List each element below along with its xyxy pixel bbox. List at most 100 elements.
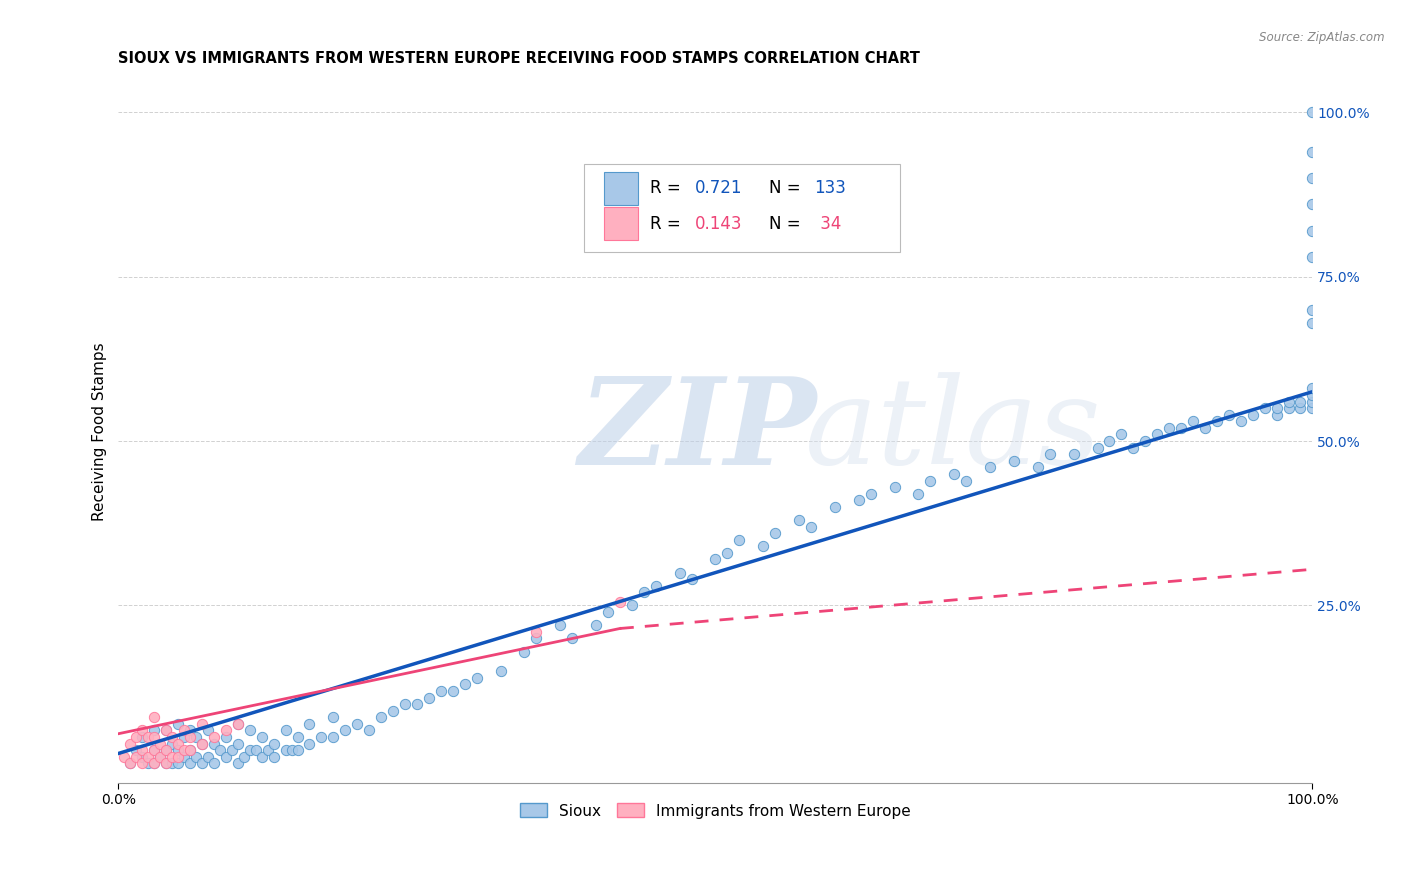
Point bbox=[131, 723, 153, 738]
Point bbox=[155, 756, 177, 771]
Point bbox=[620, 599, 643, 613]
Point bbox=[155, 743, 177, 757]
Point bbox=[335, 723, 357, 738]
Point bbox=[155, 723, 177, 738]
Point bbox=[907, 486, 929, 500]
Point bbox=[136, 730, 159, 744]
Point bbox=[160, 737, 183, 751]
Point bbox=[1253, 401, 1275, 416]
Point bbox=[1241, 408, 1264, 422]
Point bbox=[465, 671, 488, 685]
Point bbox=[1301, 381, 1323, 395]
Point bbox=[131, 730, 153, 744]
Point bbox=[280, 743, 302, 757]
Point bbox=[406, 697, 429, 711]
Point bbox=[263, 749, 285, 764]
Point bbox=[1218, 408, 1240, 422]
Point bbox=[191, 756, 214, 771]
Point bbox=[226, 737, 249, 751]
Point bbox=[120, 737, 142, 751]
Point bbox=[596, 605, 619, 619]
Point bbox=[215, 723, 238, 738]
Point bbox=[112, 749, 135, 764]
Point bbox=[441, 684, 464, 698]
Point bbox=[955, 474, 977, 488]
Point bbox=[1098, 434, 1121, 448]
Point bbox=[173, 743, 195, 757]
Point bbox=[859, 486, 882, 500]
Point bbox=[1002, 454, 1025, 468]
Point bbox=[524, 632, 547, 646]
Point bbox=[311, 730, 333, 744]
Point bbox=[191, 737, 214, 751]
Point bbox=[274, 743, 297, 757]
Point bbox=[191, 737, 214, 751]
Point bbox=[143, 743, 166, 757]
Point bbox=[633, 585, 655, 599]
Point bbox=[149, 749, 172, 764]
Point bbox=[382, 704, 405, 718]
Point bbox=[883, 480, 905, 494]
Text: R =: R = bbox=[650, 179, 686, 197]
Point bbox=[197, 723, 219, 738]
Point bbox=[787, 513, 810, 527]
Point bbox=[208, 743, 231, 757]
Point bbox=[1301, 171, 1323, 186]
Point bbox=[1206, 414, 1229, 428]
Point bbox=[160, 756, 183, 771]
Point bbox=[155, 756, 177, 771]
Point bbox=[298, 716, 321, 731]
Point bbox=[143, 756, 166, 771]
Point bbox=[800, 519, 823, 533]
Point bbox=[1122, 441, 1144, 455]
Point bbox=[226, 756, 249, 771]
Point bbox=[136, 756, 159, 771]
Point bbox=[824, 500, 846, 514]
Text: ZIP: ZIP bbox=[578, 372, 817, 491]
Point bbox=[1087, 441, 1109, 455]
Point bbox=[716, 546, 738, 560]
Point bbox=[920, 474, 942, 488]
Point bbox=[1301, 388, 1323, 402]
Point bbox=[1301, 197, 1323, 211]
Point bbox=[125, 749, 148, 764]
Point bbox=[173, 723, 195, 738]
Point bbox=[681, 572, 703, 586]
Point bbox=[202, 737, 225, 751]
Point bbox=[524, 624, 547, 639]
Point bbox=[184, 730, 207, 744]
Point bbox=[548, 618, 571, 632]
Point bbox=[370, 710, 392, 724]
Point bbox=[160, 749, 183, 764]
Point bbox=[245, 743, 267, 757]
Point bbox=[202, 730, 225, 744]
Text: 133: 133 bbox=[814, 179, 846, 197]
Point bbox=[1063, 447, 1085, 461]
Point bbox=[1159, 421, 1181, 435]
Point bbox=[298, 737, 321, 751]
Point bbox=[1301, 302, 1323, 317]
Point bbox=[191, 716, 214, 731]
Point bbox=[125, 743, 148, 757]
Text: N =: N = bbox=[769, 179, 806, 197]
Point bbox=[131, 749, 153, 764]
Point bbox=[561, 632, 583, 646]
Point bbox=[143, 756, 166, 771]
Point bbox=[250, 749, 273, 764]
Point bbox=[167, 749, 190, 764]
Point bbox=[1301, 105, 1323, 120]
Point bbox=[160, 730, 183, 744]
Point bbox=[752, 539, 775, 553]
Text: atlas: atlas bbox=[806, 373, 1102, 490]
Point bbox=[430, 684, 453, 698]
Point bbox=[943, 467, 966, 481]
Point bbox=[179, 743, 201, 757]
Point bbox=[1135, 434, 1157, 448]
FancyBboxPatch shape bbox=[583, 164, 900, 252]
Point bbox=[1289, 394, 1312, 409]
FancyBboxPatch shape bbox=[605, 171, 638, 205]
Point bbox=[143, 710, 166, 724]
Point bbox=[287, 730, 309, 744]
Point bbox=[1301, 316, 1323, 330]
Text: SIOUX VS IMMIGRANTS FROM WESTERN EUROPE RECEIVING FOOD STAMPS CORRELATION CHART: SIOUX VS IMMIGRANTS FROM WESTERN EUROPE … bbox=[118, 51, 921, 66]
